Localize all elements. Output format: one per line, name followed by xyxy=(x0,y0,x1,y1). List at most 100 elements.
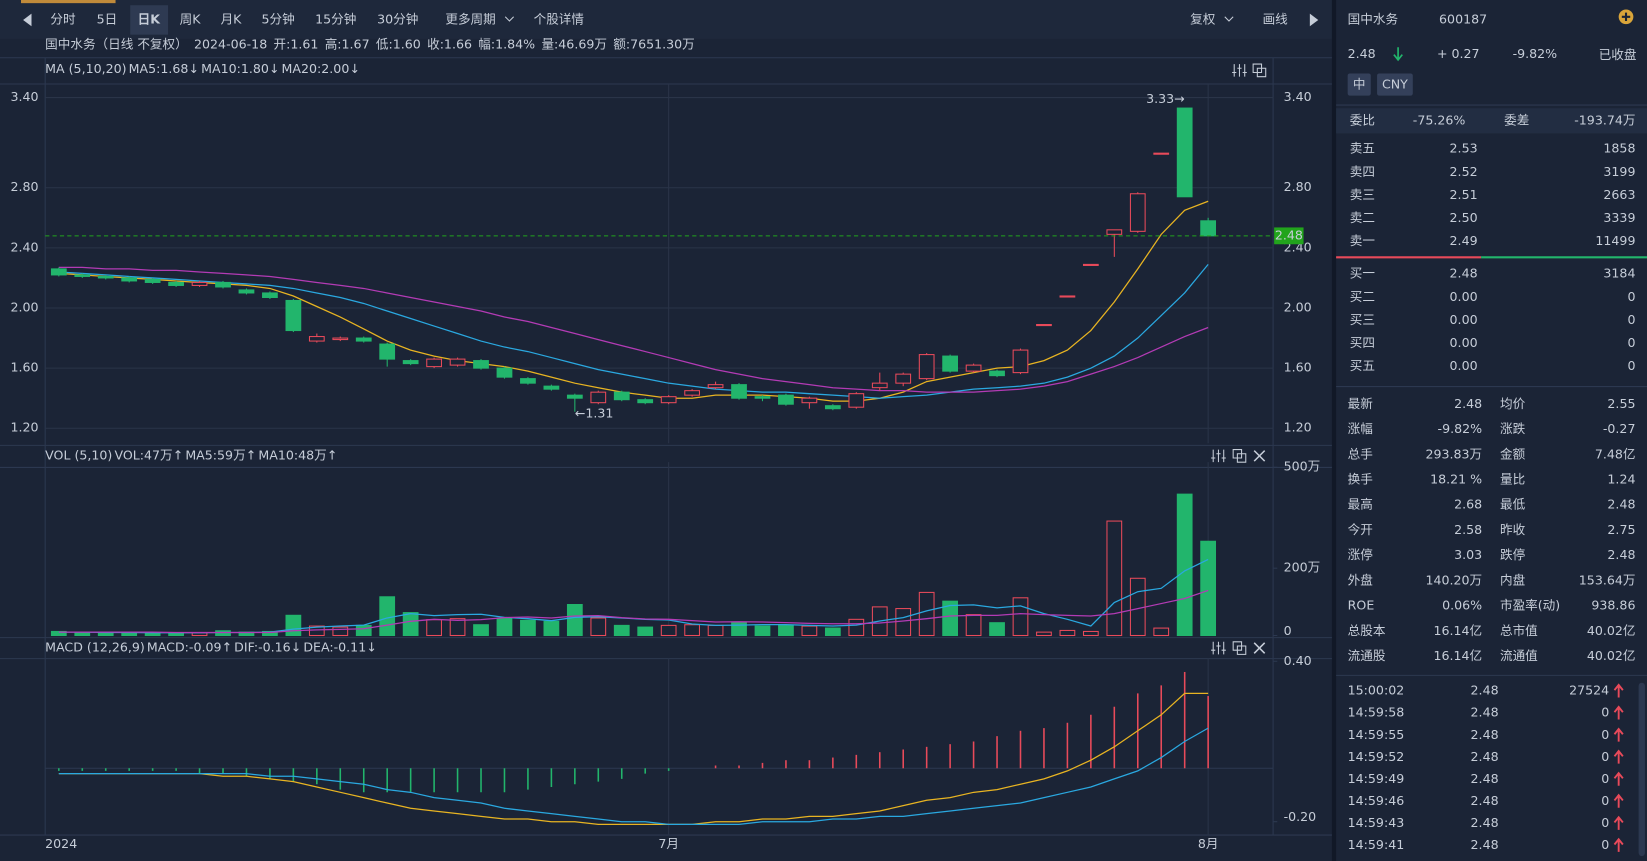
stat-label: 总股本 xyxy=(1348,623,1386,638)
legend-item: DIF:-0.16↓ xyxy=(234,640,301,655)
divider xyxy=(1331,0,1337,861)
book-volume: 0 xyxy=(1627,312,1635,327)
tag[interactable] xyxy=(1377,73,1413,96)
trade-volume: 0 xyxy=(1601,727,1609,742)
book-label: 卖五 xyxy=(1350,141,1375,156)
tab[interactable]: 分时 xyxy=(50,11,76,26)
price: 2.48 xyxy=(1348,46,1376,61)
tab[interactable]: 5分钟 xyxy=(262,11,295,26)
tab[interactable]: 日K xyxy=(138,11,162,26)
stat-label: 金额 xyxy=(1500,446,1526,461)
book-volume: 0 xyxy=(1627,358,1635,373)
info-field: 收:1.66 xyxy=(427,37,472,52)
legend-title: MACD (12,26,9) xyxy=(45,640,145,655)
trade-price: 2.48 xyxy=(1471,705,1499,720)
layout-icon xyxy=(1252,63,1267,78)
candle-body xyxy=(566,394,583,399)
prev-button[interactable] xyxy=(23,13,32,27)
volume-bar xyxy=(1176,493,1193,637)
volume-bar xyxy=(660,624,677,637)
volume-bar xyxy=(1200,540,1217,637)
book-label: 买三 xyxy=(1350,312,1375,327)
stat-label: 流通值 xyxy=(1500,648,1538,663)
down-arrow xyxy=(1393,47,1403,62)
tag[interactable] xyxy=(1347,73,1371,96)
up-arrow xyxy=(1613,705,1624,720)
book-label: 卖四 xyxy=(1350,164,1375,179)
book-label: 卖二 xyxy=(1350,210,1375,225)
stat-value: 938.86 xyxy=(1591,598,1635,613)
stat-label: 昨收 xyxy=(1500,522,1526,537)
legend-item: DEA:-0.11↓ xyxy=(303,640,376,655)
panel-tool[interactable] xyxy=(1211,641,1226,655)
candle-body xyxy=(1036,324,1052,327)
book-label: 买一 xyxy=(1350,266,1376,281)
panel-tool[interactable] xyxy=(1232,64,1247,77)
stat-label: 最高 xyxy=(1348,497,1373,512)
tab[interactable]: 月K xyxy=(221,11,243,26)
trade-time: 14:59:58 xyxy=(1348,705,1405,720)
volume-bar xyxy=(308,625,325,637)
volume-bar xyxy=(1082,630,1099,637)
stat-label: 外盘 xyxy=(1348,572,1374,587)
toolbar-button[interactable]: 复权 xyxy=(1190,11,1216,26)
ratio-label: 委差 xyxy=(1504,112,1529,127)
y-tick-label: 500万 xyxy=(1284,459,1321,474)
panel-tool[interactable] xyxy=(1232,449,1247,463)
info-field: 开:1.61 xyxy=(274,37,319,52)
tab[interactable]: 30分钟 xyxy=(377,11,418,26)
volume-bar xyxy=(731,622,747,637)
book-price: 2.53 xyxy=(1450,141,1478,156)
legend-item: MA20:2.00↓ xyxy=(282,61,360,76)
volume-bar xyxy=(262,630,278,637)
legend-title: MA (5,10,20) xyxy=(45,61,126,76)
info-field: 幅:1.84% xyxy=(478,37,535,52)
tab[interactable]: 更多周期 xyxy=(445,11,495,26)
legend-item: MA10:1.80↓ xyxy=(201,61,279,76)
add-button[interactable] xyxy=(1618,9,1634,25)
volume-bar xyxy=(426,619,442,637)
next-button[interactable] xyxy=(1309,13,1319,27)
close-button[interactable] xyxy=(1253,450,1266,462)
volume-bar xyxy=(965,614,982,637)
panel-tool[interactable] xyxy=(1232,641,1247,655)
volume-bar xyxy=(520,619,536,637)
candle-body xyxy=(1082,263,1099,266)
tab[interactable]: 周K xyxy=(180,11,202,26)
volume-bar xyxy=(1153,627,1170,637)
stock-code: 600187 xyxy=(1439,11,1487,26)
candle-body xyxy=(74,274,91,277)
trade-price: 2.48 xyxy=(1471,771,1499,786)
panel-tool[interactable] xyxy=(1252,63,1267,78)
panel-tool[interactable] xyxy=(1211,449,1226,463)
change-pct: -9.82% xyxy=(1513,46,1558,61)
book-price: 2.48 xyxy=(1450,266,1478,281)
tab[interactable]: 个股详情 xyxy=(534,11,585,26)
candle-body xyxy=(871,382,888,389)
stat-value: 1.24 xyxy=(1607,472,1635,487)
book-label: 买四 xyxy=(1350,335,1375,350)
candle-body xyxy=(918,354,935,380)
toolbar-button[interactable]: 画线 xyxy=(1263,11,1289,26)
stat-value: 2.58 xyxy=(1454,522,1482,537)
candle-body xyxy=(1200,220,1217,237)
trade-time: 14:59:52 xyxy=(1348,749,1405,764)
candle-body xyxy=(684,390,700,396)
stat-label: 最低 xyxy=(1500,497,1526,512)
scrollbar[interactable] xyxy=(1638,682,1645,857)
trade-volume: 0 xyxy=(1601,705,1609,720)
tab[interactable]: 5日 xyxy=(97,11,118,26)
book-volume: 3184 xyxy=(1603,266,1635,281)
trade-price: 2.48 xyxy=(1471,837,1499,852)
close-button[interactable] xyxy=(1253,642,1266,654)
candle-body xyxy=(590,391,607,404)
candle-body xyxy=(848,393,865,408)
trade-volume: 27524 xyxy=(1569,683,1609,698)
up-arrow xyxy=(1613,815,1624,830)
candle-body xyxy=(238,289,255,294)
tab[interactable]: 15分钟 xyxy=(315,11,356,26)
ma-line xyxy=(58,263,1209,399)
y-tick-label: 200万 xyxy=(1284,560,1321,575)
